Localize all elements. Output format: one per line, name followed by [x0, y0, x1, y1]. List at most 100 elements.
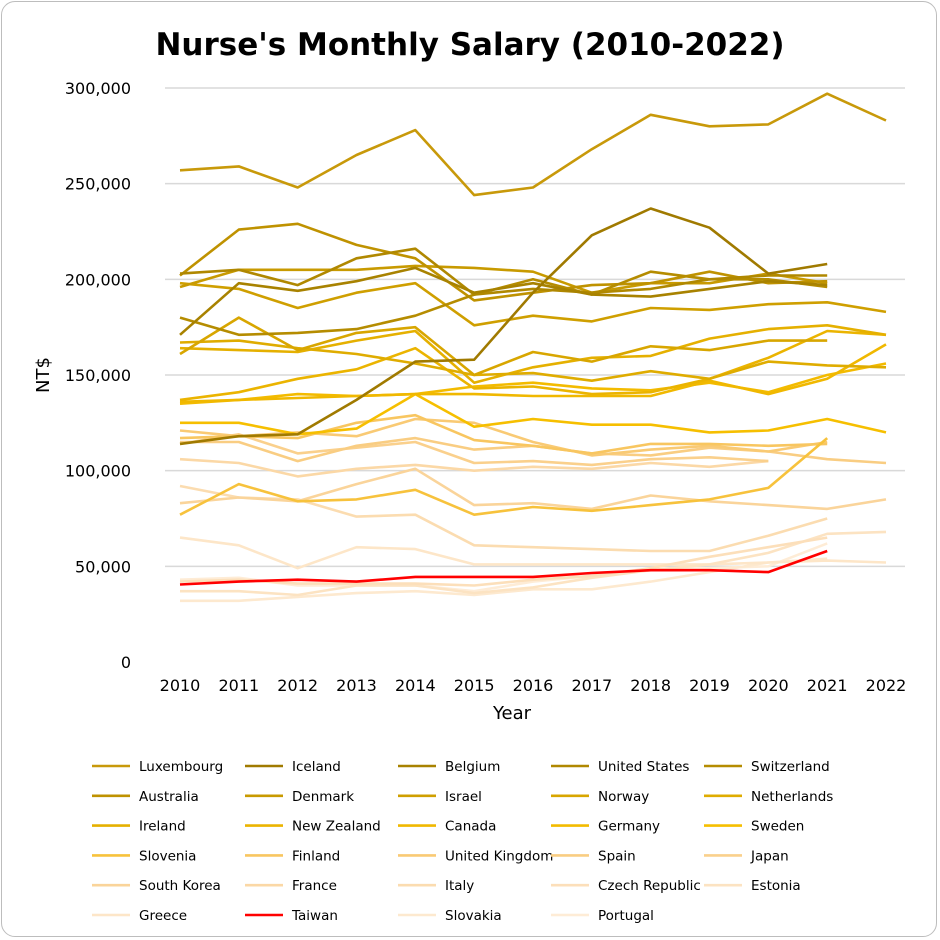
legend-item: Germany: [551, 819, 660, 835]
series-line-taiwan: [179, 549, 828, 586]
x-tick-label: 2018: [630, 676, 671, 695]
legend-label: Luxembourg: [139, 759, 223, 775]
legend-item: New Zealand: [245, 819, 381, 835]
legend-item: Luxembourg: [92, 759, 223, 775]
x-tick-label: 2012: [277, 676, 318, 695]
legend-label: South Korea: [139, 878, 221, 894]
legend-label: Greece: [139, 908, 187, 924]
series-line-slovenia: [179, 437, 829, 517]
legend-label: Switzerland: [751, 759, 830, 775]
x-axis-label: Year: [492, 703, 532, 724]
legend-item: Netherlands: [704, 789, 833, 805]
x-tick-label: 2021: [807, 676, 848, 695]
series-line-sweden: [180, 392, 887, 436]
legend-item: Greece: [92, 908, 187, 924]
series-line-japan: [179, 432, 769, 467]
series-line-israel: [179, 281, 887, 327]
legend-label: Australia: [139, 789, 199, 805]
y-tick-label: 300,000: [65, 79, 131, 98]
legend-label: United States: [598, 759, 689, 775]
series-line-new-zealand: [179, 329, 887, 402]
legend-item: Spain: [551, 848, 636, 864]
legend-label: Israel: [445, 789, 482, 805]
y-tick-label: 200,000: [65, 270, 131, 289]
series-line-australia: [179, 222, 828, 302]
series-line-netherlands: [179, 339, 887, 383]
legend-item: Sweden: [704, 819, 804, 835]
series-line-luxembourg: [179, 92, 887, 197]
series-line-belgium: [179, 266, 828, 336]
legend-label: Finland: [292, 848, 340, 864]
legend-label: Spain: [598, 848, 636, 864]
legend-item: South Korea: [92, 878, 221, 894]
legend-label: New Zealand: [292, 819, 381, 835]
series-line-denmark: [179, 264, 828, 295]
legend-item: Canada: [398, 819, 496, 835]
legend-item: Slovenia: [92, 848, 196, 864]
series-line-finland: [179, 413, 828, 455]
x-tick-label: 2017: [571, 676, 612, 695]
series-line-germany: [179, 362, 887, 405]
legend-item: Belgium: [398, 759, 500, 775]
y-tick-label: 150,000: [65, 366, 131, 385]
legend-label: Japan: [750, 848, 789, 864]
legend-item: Portugal: [551, 908, 654, 924]
legend-item: Taiwan: [245, 908, 338, 924]
legend-label: Italy: [445, 878, 474, 894]
legend-item: Iceland: [245, 759, 341, 775]
legend-label: Slovenia: [139, 848, 196, 864]
legend-label: Norway: [598, 789, 649, 805]
x-tick-label: 2019: [689, 676, 730, 695]
x-tick-label: 2016: [513, 676, 554, 695]
x-tick-label: 2022: [866, 676, 907, 695]
x-tick-label: 2010: [160, 676, 201, 695]
y-tick-label: 0: [121, 653, 131, 672]
legend-label: Slovakia: [445, 908, 502, 924]
x-tick-label: 2013: [336, 676, 377, 695]
legend-item: Finland: [245, 848, 340, 864]
legend: Luxembourg Iceland Belgium United States Swi…: [92, 759, 833, 924]
legend-item: Denmark: [245, 789, 354, 805]
series-line-portugal: [179, 542, 828, 593]
legend-item: United States: [551, 759, 689, 775]
legend-label: Denmark: [292, 789, 354, 805]
series-line-iceland: [179, 207, 828, 446]
x-tick-label: 2011: [218, 676, 259, 695]
legend-item: Italy: [398, 878, 474, 894]
legend-label: Portugal: [598, 908, 654, 924]
x-tick-label: 2014: [395, 676, 436, 695]
legend-item: Estonia: [704, 878, 801, 894]
series-line-czech-republic: [179, 536, 828, 587]
legend-item: Norway: [551, 789, 649, 805]
legend-label: Netherlands: [751, 789, 833, 805]
y-tick-label: 100,000: [65, 462, 131, 481]
y-tick-label: 250,000: [65, 175, 131, 194]
series-line-united-states: [179, 247, 828, 296]
legend-label: Ireland: [139, 819, 186, 835]
legend-item: Ireland: [92, 819, 186, 835]
legend-item: Switzerland: [704, 759, 830, 775]
series-line-france: [179, 457, 769, 478]
chart-title: Nurse's Monthly Salary (2010-2022): [155, 27, 784, 63]
y-axis-label: NT$: [33, 357, 54, 393]
series-line-canada: [179, 343, 887, 404]
legend-item: Slovakia: [398, 908, 502, 924]
legend-label: Czech Republic: [598, 878, 701, 894]
series-line-estonia: [180, 530, 887, 597]
x-tick-label: 2015: [454, 676, 495, 695]
legend-label: Canada: [445, 819, 496, 835]
y-tick-label: 50,000: [75, 557, 131, 576]
legend-item: Japan: [704, 848, 789, 864]
legend-label: Sweden: [751, 819, 804, 835]
legend-label: Taiwan: [291, 908, 338, 924]
legend-item: Israel: [398, 789, 482, 805]
legend-item: United Kingdom: [398, 848, 553, 864]
legend-item: Czech Republic: [551, 878, 701, 894]
legend-item: Australia: [92, 789, 199, 805]
legend-item: France: [245, 878, 337, 894]
series-line-greece: [179, 536, 887, 570]
legend-label: Estonia: [751, 878, 801, 894]
series-line-norway: [179, 316, 828, 377]
